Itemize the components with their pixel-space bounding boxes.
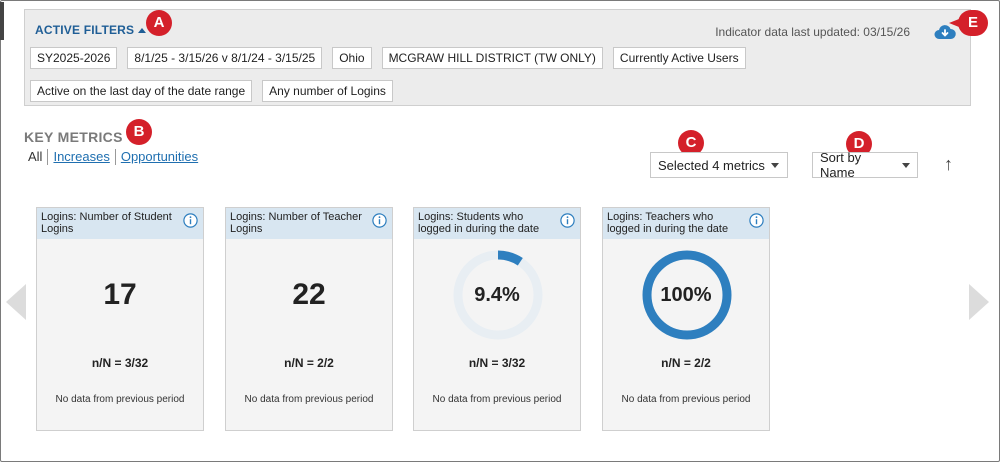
metric-n-over-n: n/N = 3/32: [468, 356, 526, 370]
sort-select-label: Sort by Name: [820, 150, 862, 180]
metric-value: 17: [103, 278, 137, 311]
metric-n-over-n: n/N = 2/2: [661, 356, 711, 370]
metric-card-header: Logins: Students who logged in during th…: [414, 208, 580, 239]
caret-up-icon: [138, 27, 147, 33]
metric-card-title: Logins: Teachers who logged in during th…: [607, 211, 729, 235]
key-metrics-title: KEY METRICS: [24, 129, 123, 145]
metric-card-title: Logins: Number of Student Logins: [41, 211, 172, 235]
info-icon[interactable]: [372, 213, 387, 228]
metric-card-title: Logins: Number of Teacher Logins: [230, 211, 362, 235]
sort-select[interactable]: Sort by Name: [812, 150, 918, 180]
sort-direction-arrow-icon[interactable]: ↑: [944, 154, 953, 174]
metric-card-teacher-logins[interactable]: Logins: Number of Teacher Logins 22 n/N …: [225, 207, 393, 431]
progress-donut: [642, 250, 732, 340]
chevron-down-icon: [770, 162, 779, 168]
metric-card-student-logins[interactable]: Logins: Number of Student Logins 17 n/N …: [36, 207, 204, 431]
filter-chip-user-status: Currently Active Users: [612, 47, 746, 69]
active-filters-panel: ACTIVE FILTERS Indicator data last updat…: [24, 9, 971, 106]
carousel-next-icon[interactable]: [969, 284, 989, 320]
metric-n-over-n: n/N = 3/32: [91, 356, 149, 370]
tab-increases[interactable]: Increases: [48, 149, 116, 165]
info-icon[interactable]: [749, 213, 764, 228]
filter-chip-date-range: 8/1/25 - 3/15/26 v 8/1/24 - 3/15/25: [127, 47, 323, 69]
filter-chip-state: Ohio: [332, 47, 372, 69]
filter-chips: SY2025-2026 8/1/25 - 3/15/26 v 8/1/24 - …: [30, 47, 960, 102]
callout-marker-a: A: [146, 10, 172, 36]
filter-chip-district: MCGRAW HILL DISTRICT (TW ONLY): [381, 47, 603, 69]
filter-chip-school-year: SY2025-2026: [30, 47, 118, 69]
active-filters-title: ACTIVE FILTERS: [35, 23, 135, 37]
key-metrics-tabs: All Increases Opportunities: [28, 149, 203, 165]
metric-card-title: Logins: Students who logged in during th…: [418, 211, 540, 235]
metrics-select[interactable]: Selected 4 metrics: [650, 152, 788, 178]
callout-marker-b: B: [126, 119, 152, 145]
metric-previous-period: No data from previous period: [55, 394, 185, 405]
donut-fill: [453, 250, 543, 340]
metric-value: 22: [292, 278, 326, 311]
metric-card-header: Logins: Number of Teacher Logins: [226, 208, 392, 239]
filter-chip-active-day: Active on the last day of the date range: [30, 80, 253, 102]
metric-value: 9.4%: [474, 284, 520, 306]
tab-all[interactable]: All: [28, 149, 49, 165]
carousel-prev-icon[interactable]: [6, 284, 26, 320]
cloud-download-icon[interactable]: [934, 24, 956, 40]
metrics-select-label: Selected 4 metrics: [658, 157, 765, 173]
metric-card-header: Logins: Number of Student Logins: [37, 208, 203, 239]
metric-previous-period: No data from previous period: [432, 394, 562, 405]
donut-fill: [642, 250, 732, 340]
info-icon[interactable]: [183, 213, 198, 228]
metric-card-header: Logins: Teachers who logged in during th…: [603, 208, 769, 239]
metric-n-over-n: n/N = 2/2: [284, 356, 334, 370]
chevron-down-icon: [902, 162, 910, 168]
filter-chip-logins: Any number of Logins: [262, 80, 393, 102]
metric-value: 100%: [660, 284, 712, 306]
progress-donut: [453, 250, 543, 340]
callout-marker-e: E: [949, 10, 988, 36]
metric-card-teachers-logged-in[interactable]: Logins: Teachers who logged in during th…: [602, 207, 770, 431]
info-icon[interactable]: [560, 213, 575, 228]
metric-previous-period: No data from previous period: [621, 394, 751, 405]
metric-card-students-logged-in[interactable]: Logins: Students who logged in during th…: [413, 207, 581, 431]
callout-marker-c: C: [678, 130, 704, 156]
indicator-updated-text: Indicator data last updated: 03/15/26: [715, 25, 910, 39]
window-edge: [0, 2, 4, 40]
metric-previous-period: No data from previous period: [244, 394, 374, 405]
tab-opportunities[interactable]: Opportunities: [120, 149, 199, 164]
active-filters-toggle[interactable]: ACTIVE FILTERS: [35, 23, 147, 37]
